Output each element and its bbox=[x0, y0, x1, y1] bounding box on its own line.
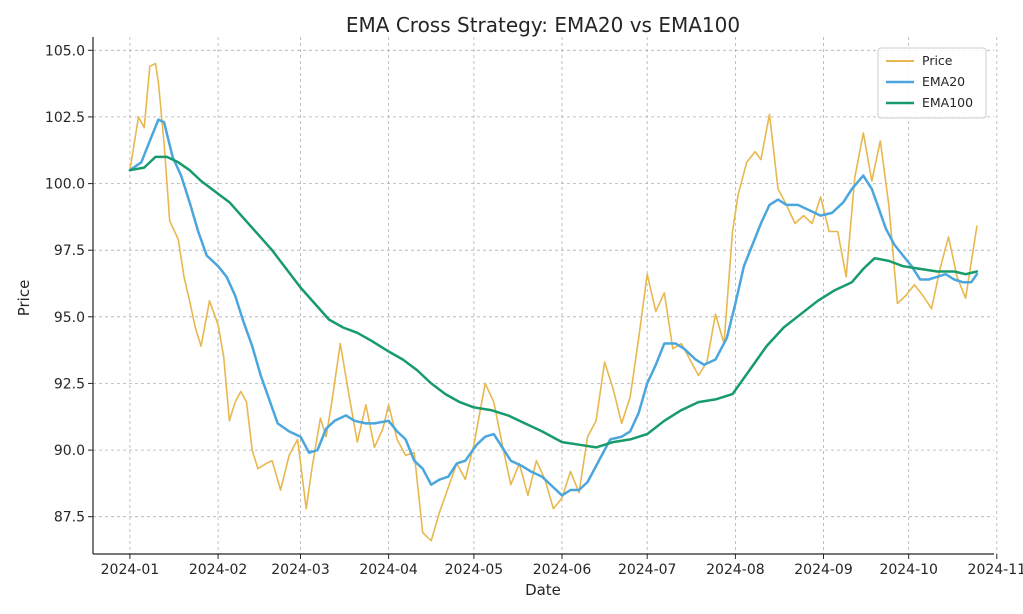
legend-label-price: Price bbox=[922, 53, 953, 68]
x-axis-label: Date bbox=[525, 581, 561, 599]
y-axis-label: Price bbox=[15, 280, 33, 317]
y-tick-label: 92.5 bbox=[54, 376, 85, 392]
x-tick-label: 2024-05 bbox=[445, 562, 504, 578]
y-tick-label: 102.5 bbox=[45, 110, 85, 126]
legend: Price EMA20 EMA100 bbox=[877, 47, 987, 119]
series-line-ema100 bbox=[128, 155, 979, 449]
y-tick-label: 87.5 bbox=[54, 510, 85, 526]
x-tick-label: 2024-06 bbox=[533, 562, 592, 578]
y-tick-label: 95.0 bbox=[54, 310, 85, 326]
y-axis-ticks: 87.5 90.0 92.5 95.0 97.5 100.0 102.5 105.0 bbox=[45, 43, 93, 526]
x-tick-label: 2024-02 bbox=[189, 562, 248, 578]
grid-lines bbox=[93, 37, 998, 554]
y-tick-label: 100.0 bbox=[45, 177, 85, 193]
y-tick-label: 97.5 bbox=[54, 243, 85, 259]
legend-box bbox=[877, 47, 987, 119]
x-tick-label: 2024-03 bbox=[271, 562, 330, 578]
y-tick-label: 90.0 bbox=[54, 443, 85, 459]
series-line-ema20 bbox=[128, 118, 979, 497]
x-tick-label: 2024-10 bbox=[879, 562, 938, 578]
x-tick-label: 2024-09 bbox=[794, 562, 853, 578]
x-tick-label: 2024-01 bbox=[101, 562, 160, 578]
x-axis-ticks: 2024-01 2024-02 2024-03 2024-04 2024-05 2024-… bbox=[101, 554, 1023, 578]
chart-title: EMA Cross Strategy: EMA20 vs EMA100 bbox=[346, 13, 740, 37]
legend-label-ema100: EMA100 bbox=[922, 95, 973, 110]
x-tick-label: 2024-08 bbox=[706, 562, 765, 578]
legend-label-ema20: EMA20 bbox=[922, 74, 965, 89]
x-tick-label: 2024-04 bbox=[359, 562, 418, 578]
series-line-price bbox=[129, 62, 978, 542]
series-lines bbox=[128, 62, 979, 542]
plot-area bbox=[128, 62, 979, 542]
axes bbox=[92, 37, 994, 555]
x-tick-label: 2024-11 bbox=[968, 562, 1023, 578]
y-tick-label: 105.0 bbox=[45, 43, 85, 59]
x-tick-label: 2024-07 bbox=[618, 562, 677, 578]
